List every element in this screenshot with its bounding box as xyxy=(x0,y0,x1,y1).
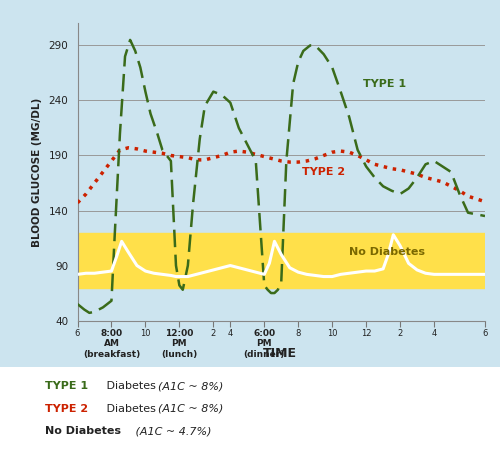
Text: TYPE 2: TYPE 2 xyxy=(45,404,88,414)
Text: Diabetes: Diabetes xyxy=(102,381,159,391)
Text: No Diabetes: No Diabetes xyxy=(45,426,121,436)
Text: TIME: TIME xyxy=(263,347,297,360)
Text: Diabetes: Diabetes xyxy=(102,404,159,414)
Y-axis label: BLOOD GLUCOSE (MG/DL): BLOOD GLUCOSE (MG/DL) xyxy=(32,97,42,247)
Text: No Diabetes: No Diabetes xyxy=(349,247,425,256)
Text: (A1C ~ 4.7%): (A1C ~ 4.7%) xyxy=(132,426,212,436)
Text: TYPE 1: TYPE 1 xyxy=(363,79,406,89)
Bar xyxy=(78,233,485,287)
Text: (A1C ~ 8%): (A1C ~ 8%) xyxy=(158,381,223,391)
Text: TYPE 1: TYPE 1 xyxy=(45,381,88,391)
Text: (A1C ~ 8%): (A1C ~ 8%) xyxy=(158,404,223,414)
Text: TYPE 2: TYPE 2 xyxy=(302,167,344,177)
